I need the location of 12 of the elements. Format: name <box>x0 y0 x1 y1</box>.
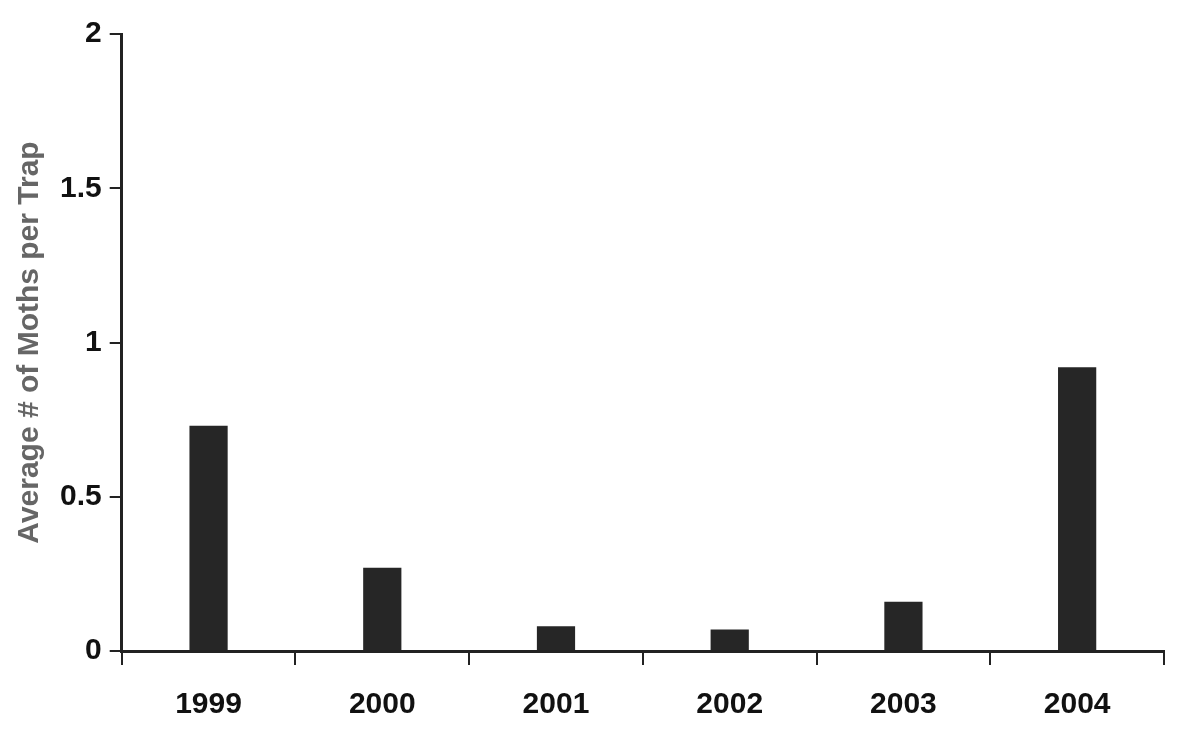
x-tick-label: 1999 <box>175 686 242 720</box>
x-tick-label: 2001 <box>522 686 590 720</box>
y-axis-title: Average # of Moths per Trap <box>11 141 45 544</box>
x-tick-label: 2000 <box>348 686 416 720</box>
x-tick-label: 2004 <box>1043 686 1111 720</box>
y-tick-label: 0.5 <box>59 478 102 512</box>
y-tick-label: 0 <box>85 632 102 666</box>
y-tick-label: 1 <box>85 323 102 357</box>
x-tick-label: 2003 <box>870 686 937 720</box>
y-tick-label: 1.5 <box>59 169 102 203</box>
y-tick-label: 2 <box>85 15 102 49</box>
x-tick-label: 2002 <box>696 686 764 720</box>
